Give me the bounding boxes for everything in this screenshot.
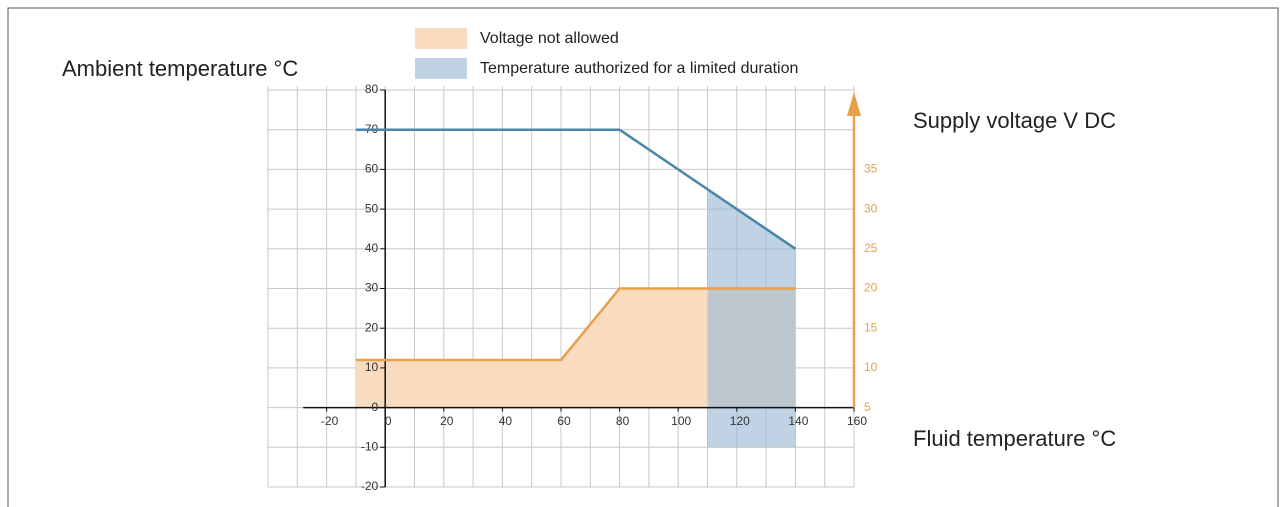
area bbox=[355, 288, 796, 408]
x-tick-label: 80 bbox=[616, 414, 630, 428]
x-tick-label: 140 bbox=[788, 414, 808, 428]
x-tick-label: 40 bbox=[499, 414, 513, 428]
x-tick-label: 0 bbox=[385, 414, 392, 428]
span bbox=[707, 189, 796, 448]
y-tick-label: -20 bbox=[361, 479, 379, 493]
x-axis-label: Fluid temperature °C bbox=[913, 426, 1116, 451]
x-tick-label: -20 bbox=[321, 414, 339, 428]
y2-tick-label: 35 bbox=[864, 162, 878, 176]
y-tick-label: -10 bbox=[361, 439, 379, 453]
y-tick-label: 20 bbox=[365, 320, 379, 334]
x-tick-label: 120 bbox=[730, 414, 750, 428]
y-tick-label: 80 bbox=[365, 82, 379, 96]
y-tick-label: 30 bbox=[365, 281, 379, 295]
y-tick-label: 10 bbox=[365, 360, 379, 374]
series-line bbox=[355, 128, 797, 250]
x-tick-label: 20 bbox=[440, 414, 454, 428]
legend-swatch bbox=[415, 28, 467, 49]
y2-tick-label: 10 bbox=[864, 360, 878, 374]
series-line bbox=[355, 287, 796, 362]
legend-label: Temperature authorized for a limited dur… bbox=[480, 60, 798, 77]
y-tick-label: 50 bbox=[365, 201, 379, 215]
y2-tick-label: 20 bbox=[864, 281, 878, 295]
y2-axis-arrow bbox=[847, 92, 861, 116]
y2-tick-label: 30 bbox=[864, 201, 878, 215]
frame bbox=[7, 7, 1279, 507]
y2-axis-label: Supply voltage V DC bbox=[913, 108, 1116, 133]
y-tick-label: 0 bbox=[372, 400, 379, 414]
y-axis-label: Ambient temperature °C bbox=[62, 56, 298, 81]
y-tick-label: 40 bbox=[365, 241, 379, 255]
legend-label: Voltage not allowed bbox=[480, 30, 619, 47]
y2-tick-label: 5 bbox=[864, 400, 871, 414]
y2-tick-label: 15 bbox=[864, 320, 878, 334]
x-tick-label: 100 bbox=[671, 414, 691, 428]
y2-tick-label: 25 bbox=[864, 241, 878, 255]
x-tick-label: 160 bbox=[847, 414, 867, 428]
x-tick-label: 60 bbox=[557, 414, 571, 428]
legend-swatch bbox=[415, 58, 467, 79]
y-tick-label: 60 bbox=[365, 162, 379, 176]
